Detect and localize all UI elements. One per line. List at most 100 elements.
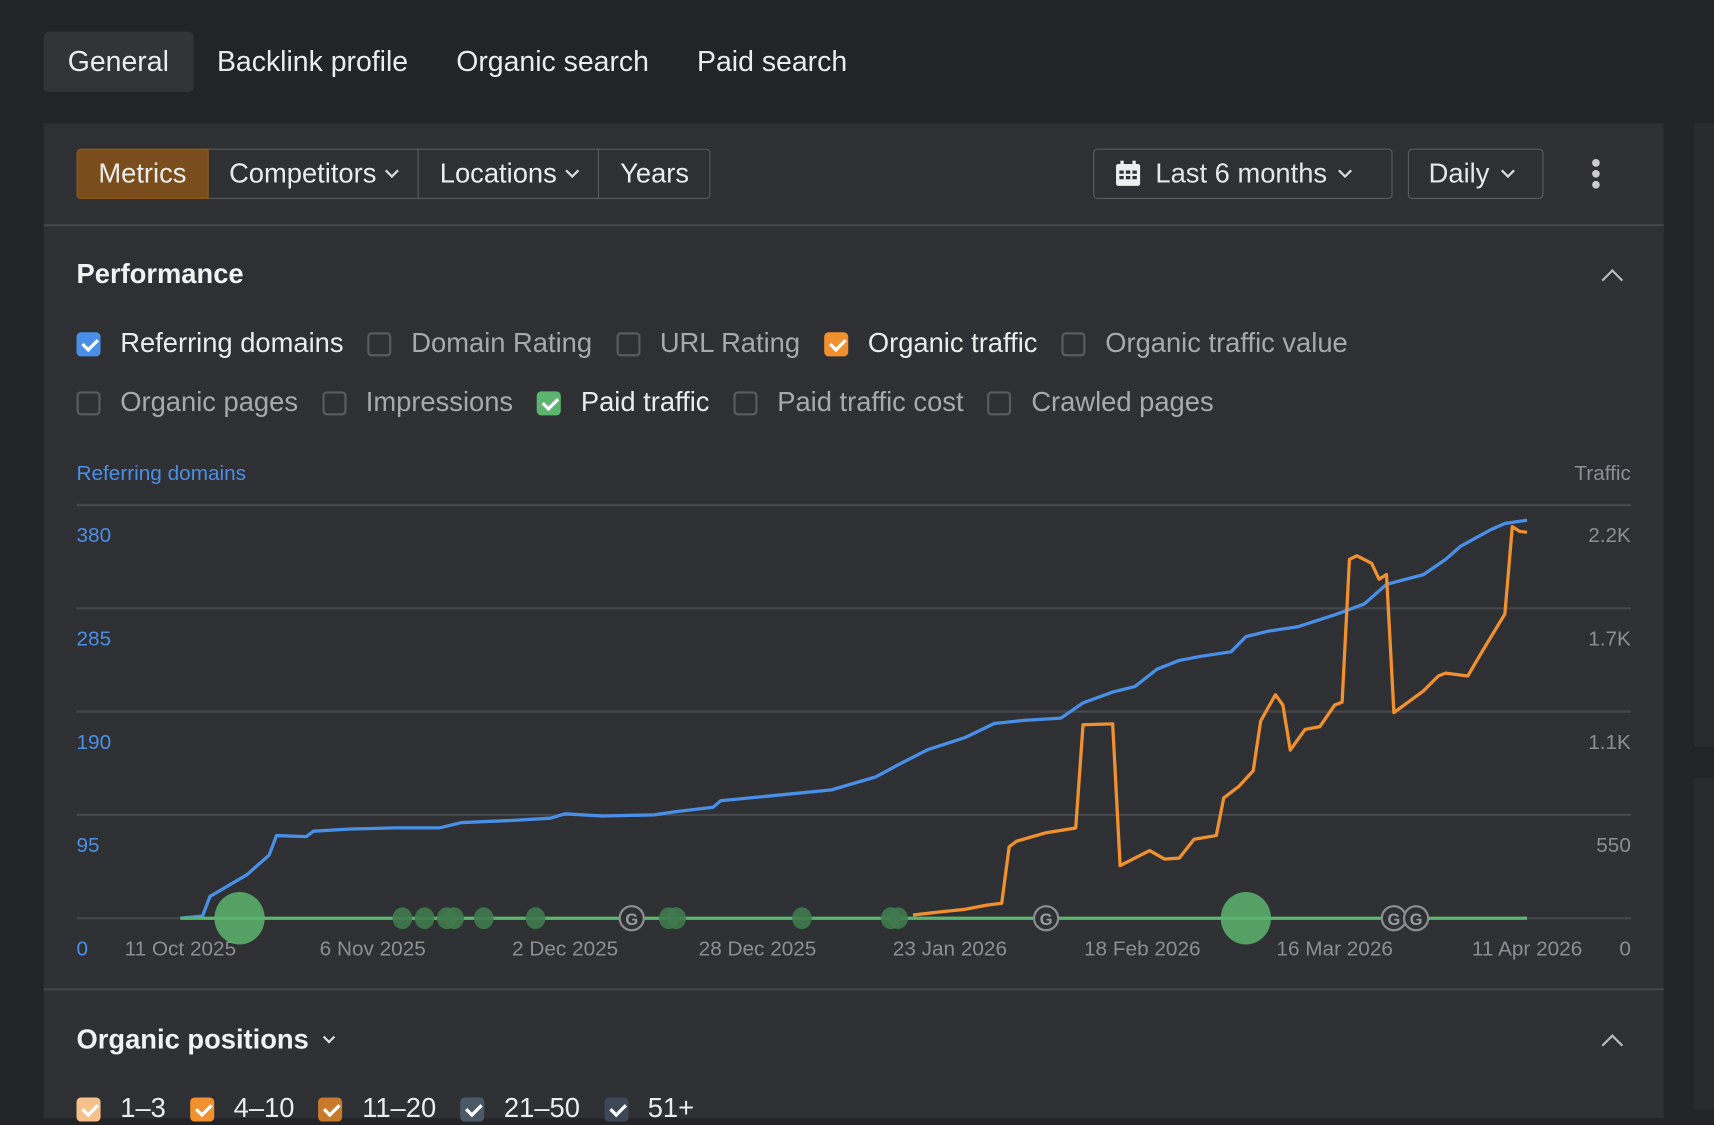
checkbox-label: 1–3: [120, 1093, 166, 1124]
right-tick-label: 0: [1619, 937, 1631, 960]
left-axis-title: Referring domains: [77, 462, 247, 485]
checkbox-icon: [76, 331, 101, 356]
checkbox-icon: [76, 1096, 101, 1121]
checkbox-label: Impressions: [365, 386, 514, 418]
tab-general[interactable]: General: [43, 31, 193, 92]
checkbox-organic-traffic[interactable]: Organic traffic: [824, 328, 1037, 360]
annotation-marker: [888, 907, 908, 930]
annotation-marker: [525, 907, 546, 930]
checkbox-url-rating[interactable]: URL Rating: [616, 328, 800, 360]
calendar-icon: [1116, 160, 1141, 186]
checkbox-label: Organic traffic: [867, 327, 1038, 359]
left-tick-label: 190: [77, 731, 112, 754]
checkbox-label: 51+: [647, 1093, 695, 1124]
tab-organic-search[interactable]: Organic search: [456, 44, 649, 78]
interval-label: Daily: [1428, 157, 1490, 189]
checkbox-impressions[interactable]: Impressions: [322, 387, 513, 419]
checkbox-label: URL Rating: [659, 327, 801, 359]
checkbox-paid-traffic[interactable]: Paid traffic: [537, 387, 709, 419]
checkbox-icon: [367, 331, 392, 356]
checkbox-51-[interactable]: 51+: [603, 1093, 695, 1125]
checkbox-crawled-pages[interactable]: Crawled pages: [987, 386, 1214, 419]
checkbox-label: Referring domains: [120, 327, 344, 359]
checkbox-icon: [537, 390, 562, 415]
date-range-label: Last 6 months: [1155, 157, 1328, 189]
x-tick-label: 18 Feb 2026: [1084, 937, 1201, 960]
organic-positions-title: Organic positions: [76, 1024, 309, 1055]
annotation-marker: [392, 907, 413, 930]
annotation-marker: [792, 907, 812, 930]
chevron-down-icon: [322, 1031, 335, 1044]
checkbox-icon: [987, 390, 1012, 415]
checkbox-paid-traffic-cost[interactable]: Paid traffic cost: [733, 386, 964, 419]
annotation-marker: [414, 907, 435, 930]
left-tick-label: 0: [77, 937, 89, 960]
checkbox-organic-pages[interactable]: Organic pages: [76, 387, 298, 419]
checkbox-label: Crawled pages: [1031, 386, 1214, 418]
series-line-referring-domains: [180, 518, 1528, 920]
more-vertical-icon[interactable]: [1587, 158, 1604, 189]
divider: [43, 988, 1664, 991]
annotation-marker: [444, 907, 464, 930]
annotation-marker: [666, 907, 686, 930]
checkbox-icon: [616, 331, 641, 356]
checkbox-referring-domains[interactable]: Referring domains: [76, 327, 344, 360]
annotation-marker: [473, 907, 494, 930]
checkbox-label: 4–10: [233, 1093, 295, 1124]
annotation-marker-large: [214, 891, 265, 945]
x-tick-label: 28 Dec 2025: [699, 937, 817, 960]
checkbox-11-20[interactable]: 11–20: [318, 1093, 436, 1125]
x-tick-label: 11 Oct 2025: [125, 937, 237, 960]
google-update-label: G: [625, 911, 638, 929]
checkbox-label: Paid traffic cost: [777, 386, 964, 418]
organic-positions-dropdown[interactable]: Organic positions: [76, 1024, 335, 1056]
checkbox-organic-traffic-value[interactable]: Organic traffic value: [1061, 328, 1348, 360]
divider: [43, 224, 1664, 227]
checkbox-label: 11–20: [362, 1093, 437, 1124]
checkbox-label: 21–50: [503, 1093, 580, 1124]
tab-backlink-profile[interactable]: Backlink profile: [216, 44, 409, 78]
google-update-icon: [618, 905, 645, 932]
x-tick-label: 2 Dec 2025: [512, 937, 618, 960]
years-label: Years: [620, 158, 690, 190]
x-tick-label: 6 Nov 2025: [320, 937, 426, 960]
checkbox-icon: [76, 390, 101, 415]
view-segments: Metrics Competitors Locations Years: [76, 148, 711, 199]
google-update-icon: [1402, 905, 1430, 932]
checkbox-icon: [733, 390, 758, 415]
checkbox-21-50[interactable]: 21–50: [460, 1093, 580, 1125]
collapse-organic-positions-icon[interactable]: [1601, 1034, 1624, 1056]
metrics-label: Metrics: [98, 158, 187, 190]
competitors-label: Competitors: [229, 158, 377, 190]
scrollbar[interactable]: [1694, 123, 1714, 747]
left-tick-label: 380: [77, 524, 112, 547]
right-tick-label: 1.7K: [1588, 627, 1631, 650]
date-range-dropdown[interactable]: Last 6 months: [1093, 148, 1393, 199]
google-update-label: G: [1040, 911, 1053, 929]
scrollbar-track: [1694, 778, 1714, 1110]
tab-paid-search[interactable]: Paid search: [697, 44, 848, 78]
locations-dropdown[interactable]: Locations: [419, 148, 600, 199]
locations-label: Locations: [439, 158, 557, 190]
google-update-icon: [1032, 905, 1060, 932]
google-update-label: G: [1410, 911, 1423, 929]
position-filters: 1–3 4–10 11–20 21–50 51+: [76, 1093, 719, 1125]
checkbox-domain-rating[interactable]: Domain Rating: [367, 328, 592, 360]
competitors-dropdown[interactable]: Competitors: [208, 148, 420, 199]
checkbox-icon: [322, 390, 347, 415]
checkbox-icon: [460, 1096, 485, 1121]
metrics-row-2: Organic pages Impressions Paid traffic Paid…: [76, 386, 1238, 419]
google-update-label: G: [1387, 911, 1400, 929]
right-tick-label: 550: [1596, 834, 1631, 857]
interval-dropdown[interactable]: Daily: [1407, 148, 1544, 199]
years-button[interactable]: Years: [599, 148, 711, 199]
overview-panel: Metrics Competitors Locations Years Last…: [43, 123, 1664, 1124]
checkbox-4-10[interactable]: 4–10: [189, 1093, 295, 1125]
metrics-row-1: Referring domains Domain Rating URL Rating…: [76, 327, 1372, 360]
checkbox-1-3[interactable]: 1–3: [76, 1093, 166, 1125]
checkbox-icon: [318, 1096, 343, 1121]
series-line-organic-traffic: [912, 525, 1528, 917]
checkbox-icon: [603, 1096, 629, 1121]
metrics-button[interactable]: Metrics: [76, 148, 209, 199]
left-tick-label: 95: [77, 834, 100, 857]
